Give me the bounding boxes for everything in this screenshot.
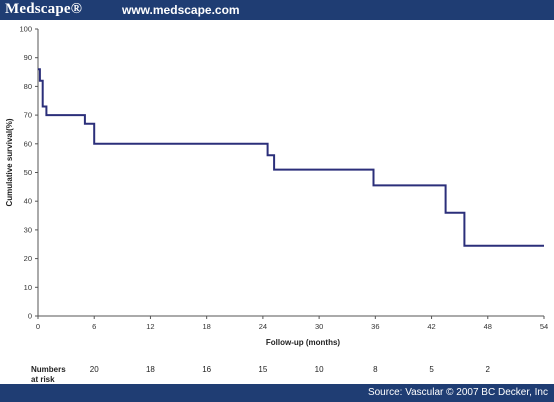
y-tick-label: 100	[19, 25, 32, 34]
x-tick-label: 0	[36, 322, 40, 331]
x-tick-label: 18	[202, 322, 210, 331]
x-tick-label: 24	[259, 322, 267, 331]
y-tick-label: 0	[28, 312, 32, 321]
survival-curve	[38, 68, 544, 247]
header-bar: Medscape® www.medscape.com	[0, 0, 554, 20]
risk-value: 18	[146, 365, 155, 374]
risk-value: 16	[202, 365, 211, 374]
y-tick-label: 30	[24, 225, 32, 234]
risk-value: 20	[90, 365, 99, 374]
y-axis-label: Cumulative survival(%)	[5, 118, 14, 206]
y-tick-label: 60	[24, 139, 32, 148]
risk-value: 10	[315, 365, 324, 374]
risk-value: 5	[429, 365, 434, 374]
y-tick-label: 20	[24, 254, 32, 263]
y-tick-label: 40	[24, 197, 32, 206]
risk-value: 15	[258, 365, 267, 374]
x-axis-label: Follow-up (months)	[266, 338, 341, 347]
survival-chart: 0 10 20 30 40 50 60 70 80 90 100 0 6 12 18 24 30 36 42 48 5…	[5, 25, 548, 385]
site-url-link[interactable]: www.medscape.com	[122, 3, 240, 17]
y-tick-label: 50	[24, 168, 32, 177]
footer-bar: Source: Vascular © 2007 BC Decker, Inc	[0, 384, 554, 402]
x-tick-label: 6	[92, 322, 96, 331]
risk-value: 8	[373, 365, 378, 374]
y-tick-label: 90	[24, 53, 32, 62]
x-tick-label: 30	[315, 322, 323, 331]
y-tick-label: 70	[24, 111, 32, 120]
x-tick-label: 48	[484, 322, 492, 331]
x-tick-label: 36	[371, 322, 379, 331]
y-tick-label: 80	[24, 82, 32, 91]
x-tick-label: 42	[427, 322, 435, 331]
y-tick-label: 10	[24, 283, 32, 292]
x-tick-label: 12	[146, 322, 154, 331]
risk-table-label-line2: at risk	[31, 375, 55, 384]
source-credit: Source: Vascular © 2007 BC Decker, Inc	[367, 387, 548, 398]
x-tick-label: 54	[540, 322, 548, 331]
risk-table-label-line1: Numbers	[31, 365, 66, 374]
risk-value: 2	[486, 365, 491, 374]
brand-logo[interactable]: Medscape®	[5, 1, 83, 17]
